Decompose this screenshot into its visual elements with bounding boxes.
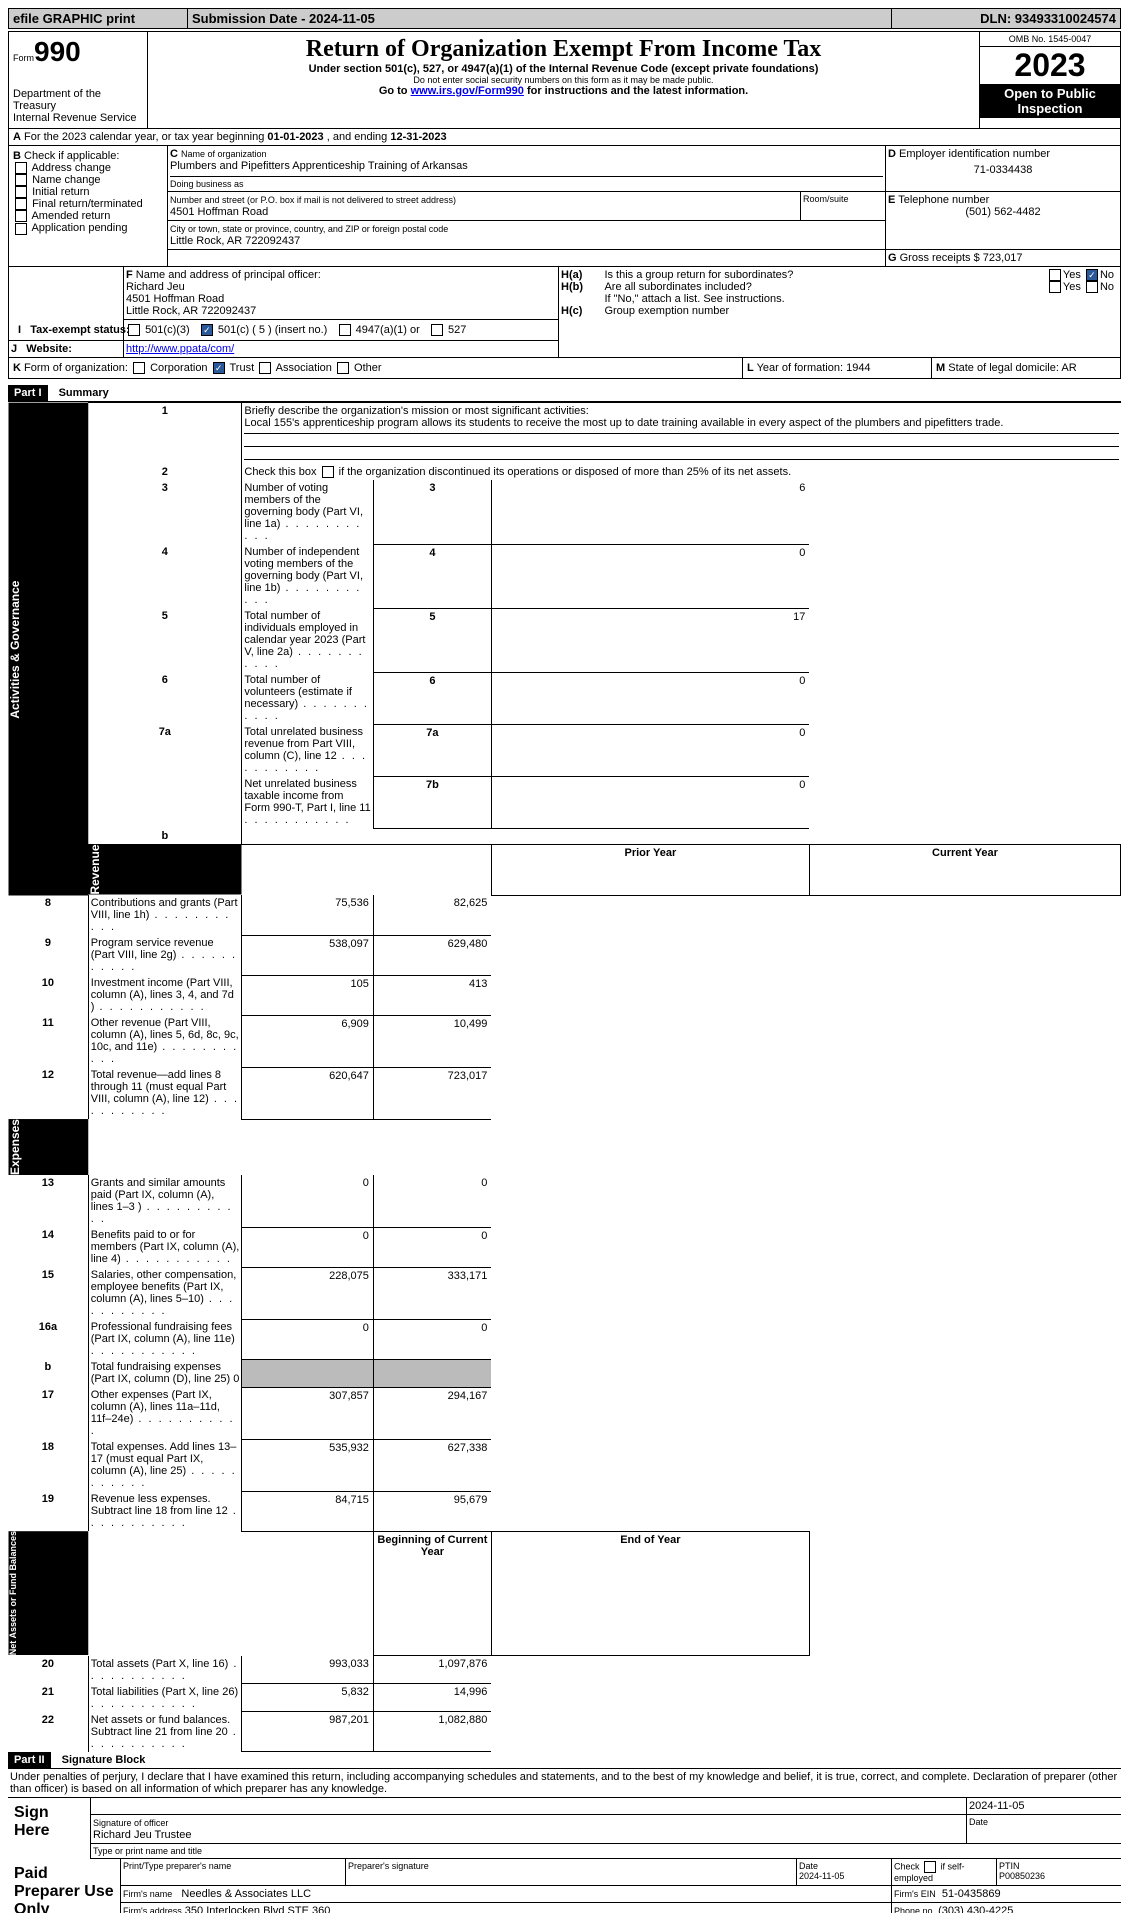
org-address: 4501 Hoffman Road	[170, 206, 268, 218]
section-ag: Activities & Governance	[8, 403, 88, 896]
ptin: P00850236	[999, 1871, 1045, 1881]
ein: 71-0334438	[888, 164, 1118, 176]
ein-label: Employer identification number	[899, 148, 1050, 160]
part1-label: Part I	[8, 385, 48, 401]
open-to-inspection: Open to Public Inspection	[980, 84, 1120, 118]
dept-treasury: Department of the Treasury	[13, 88, 143, 112]
perjury-text: Under penalties of perjury, I declare th…	[8, 1769, 1121, 1798]
org-city: Little Rock, AR 722092437	[170, 235, 300, 247]
dln: DLN: 93493310024574	[892, 9, 1121, 29]
submission-date: Submission Date - 2024-11-05	[188, 9, 892, 29]
part2-label: Part II	[8, 1752, 51, 1768]
top-bar: efile GRAPHIC print Submission Date - 20…	[8, 8, 1121, 29]
omb: OMB No. 1545-0047	[980, 32, 1120, 47]
form-header: Form990 Department of the Treasury Inter…	[8, 31, 1121, 129]
form-title: Return of Organization Exempt From Incom…	[152, 36, 975, 63]
irs-link[interactable]: www.irs.gov/Form990	[411, 85, 524, 97]
firm-ein: 51-0435869	[942, 1888, 1001, 1900]
officer-name: Richard Jeu	[126, 281, 185, 293]
tax-year: 2023	[980, 47, 1120, 84]
part1-title: Summary	[51, 387, 109, 399]
officer-sig: Richard Jeu Trustee	[93, 1829, 191, 1841]
irs-label: Internal Revenue Service	[13, 112, 143, 124]
section-rev: Revenue	[88, 845, 242, 896]
form-sub2: Do not enter social security numbers on …	[152, 75, 975, 85]
firm-name: Needles & Associates LLC	[181, 1888, 311, 1900]
form-number: 990	[34, 36, 81, 67]
preparer-block: Paid Preparer Use Only Print/Type prepar…	[8, 1859, 1121, 1913]
section-exp: Expenses	[8, 1119, 88, 1175]
firm-phone: (303) 430-4225	[938, 1905, 1013, 1913]
gross-receipts: 723,017	[983, 252, 1023, 264]
sign-block: Sign Here 2024-11-05 Signature of office…	[8, 1798, 1121, 1859]
form-sub1: Under section 501(c), 527, or 4947(a)(1)…	[152, 63, 975, 75]
firm-addr: 350 Interlocken Blvd STE 360	[185, 1905, 331, 1913]
mission-text: Local 155's apprenticeship program allow…	[244, 417, 1003, 429]
summary-table: Activities & Governance 1 Briefly descri…	[8, 402, 1121, 1752]
phone: (501) 562-4482	[888, 206, 1118, 218]
klm-block: K Form of organization: Corporation Trus…	[8, 358, 1121, 379]
org-name: Plumbers and Pipefitters Apprenticeship …	[170, 160, 468, 172]
line-a: A For the 2023 calendar year, or tax yea…	[8, 129, 1121, 146]
entity-block: B Check if applicable: Address change Na…	[8, 146, 1121, 267]
b-label: Check if applicable:	[24, 150, 119, 162]
efile-label: efile GRAPHIC print	[9, 9, 188, 29]
part2-title: Signature Block	[54, 1754, 146, 1766]
form-word: Form	[13, 53, 34, 63]
section-na: Net Assets or Fund Balances	[8, 1531, 88, 1655]
website-link[interactable]: http://www.ppata/com/	[126, 343, 234, 355]
fhij-block: F Name and address of principal officer:…	[8, 267, 1121, 358]
